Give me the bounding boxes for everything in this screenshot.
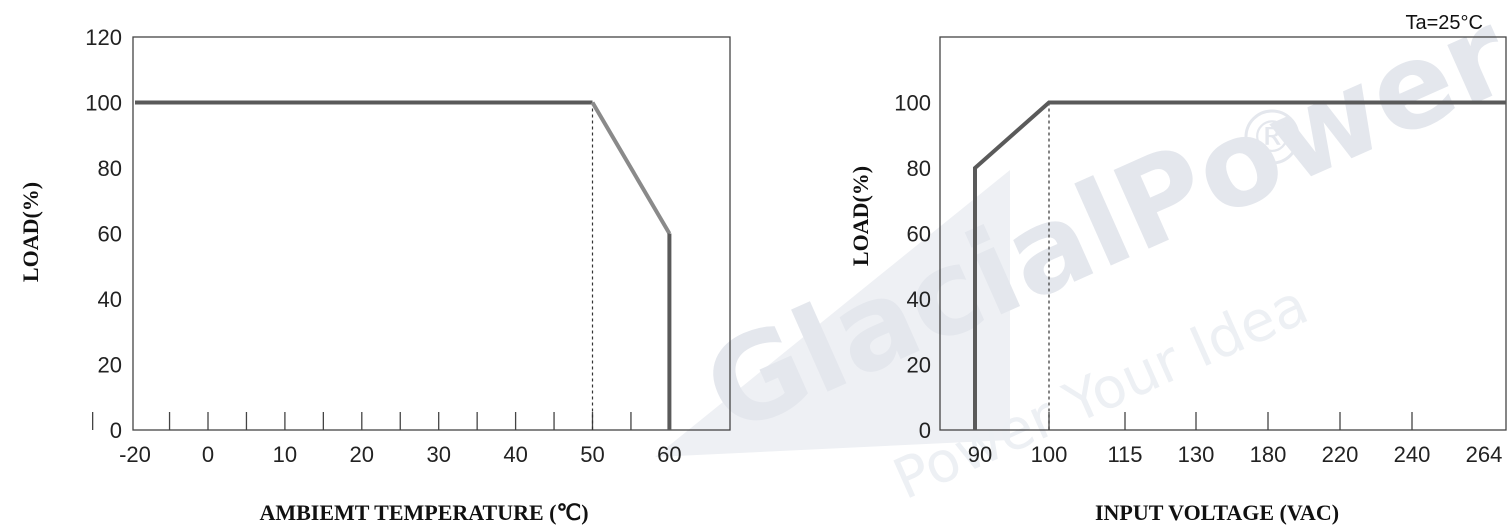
chart2-x-tick-label: 100 bbox=[1031, 442, 1068, 467]
chart1-y-tick-label: 120 bbox=[85, 25, 122, 50]
chart2-y-tick-label: 0 bbox=[919, 418, 931, 443]
chart2-x-tick-label: 90 bbox=[968, 442, 992, 467]
chart2-plot-frame bbox=[939, 36, 1507, 431]
chart2-x-axis-title: INPUT VOLTAGE (VAC) bbox=[1095, 500, 1339, 525]
voltage-derating-chart: 0 20 40 60 80 100 90 100 115 130 180 220 240 264 Ta=… bbox=[848, 12, 1507, 525]
chart1-x-tick-label: 40 bbox=[503, 442, 527, 467]
chart2-y-tick-label: 100 bbox=[894, 91, 931, 116]
chart1-x-axis-title: AMBIEMT TEMPERATURE (℃) bbox=[259, 500, 588, 525]
watermark-registered-icon bbox=[1244, 109, 1300, 165]
chart1-x-tick-label: 60 bbox=[657, 442, 681, 467]
chart1-x-tick-label: 50 bbox=[580, 442, 604, 467]
chart2-x-tick-label: 264 bbox=[1466, 442, 1503, 467]
chart1-x-tick-label: 10 bbox=[273, 442, 297, 467]
chart1-y-tick-label: 60 bbox=[98, 222, 122, 247]
chart2-x-tick-label: 220 bbox=[1322, 442, 1359, 467]
watermark-triangle-shape bbox=[655, 170, 1010, 457]
chart2-y-tick-label: 40 bbox=[907, 287, 931, 312]
chart1-y-tick-label: 20 bbox=[98, 353, 122, 378]
chart2-ambient-note: Ta=25°C bbox=[1406, 12, 1484, 34]
chart1-x-tick-label: -20 bbox=[119, 442, 151, 467]
chart2-y-tick-label: 80 bbox=[907, 156, 931, 181]
chart2-y-tick-label: 60 bbox=[907, 222, 931, 247]
chart1-y-tick-label: 0 bbox=[110, 418, 122, 443]
chart2-series-line bbox=[973, 100, 1506, 430]
chart2-x-tick-label: 240 bbox=[1394, 442, 1431, 467]
chart1-y-tick-label: 40 bbox=[98, 287, 122, 312]
chart2-x-tick-label: 130 bbox=[1178, 442, 1215, 467]
chart1-x-tick-label: 20 bbox=[350, 442, 374, 467]
chart2-y-tick-label: 20 bbox=[907, 353, 931, 378]
chart1-y-tick-label: 80 bbox=[98, 156, 122, 181]
chart1-y-axis-title: LOAD(%) bbox=[18, 182, 43, 282]
chart2-x-tick-label: 180 bbox=[1250, 442, 1287, 467]
chart2-x-tick-label: 115 bbox=[1107, 442, 1142, 467]
watermark: GlacialPower Power Your Idea ® bbox=[655, 0, 1508, 513]
chart1-y-tick-label: 100 bbox=[85, 91, 122, 116]
chart1-x-tick-label: 30 bbox=[426, 442, 450, 467]
watermark-registered-letter: ® bbox=[1250, 112, 1294, 163]
chart1-x-tick-label: 0 bbox=[202, 442, 214, 467]
chart1-series-segment bbox=[590, 101, 672, 235]
chart1-plot-frame bbox=[132, 36, 731, 431]
chart2-y-axis-title: LOAD(%) bbox=[848, 166, 873, 266]
